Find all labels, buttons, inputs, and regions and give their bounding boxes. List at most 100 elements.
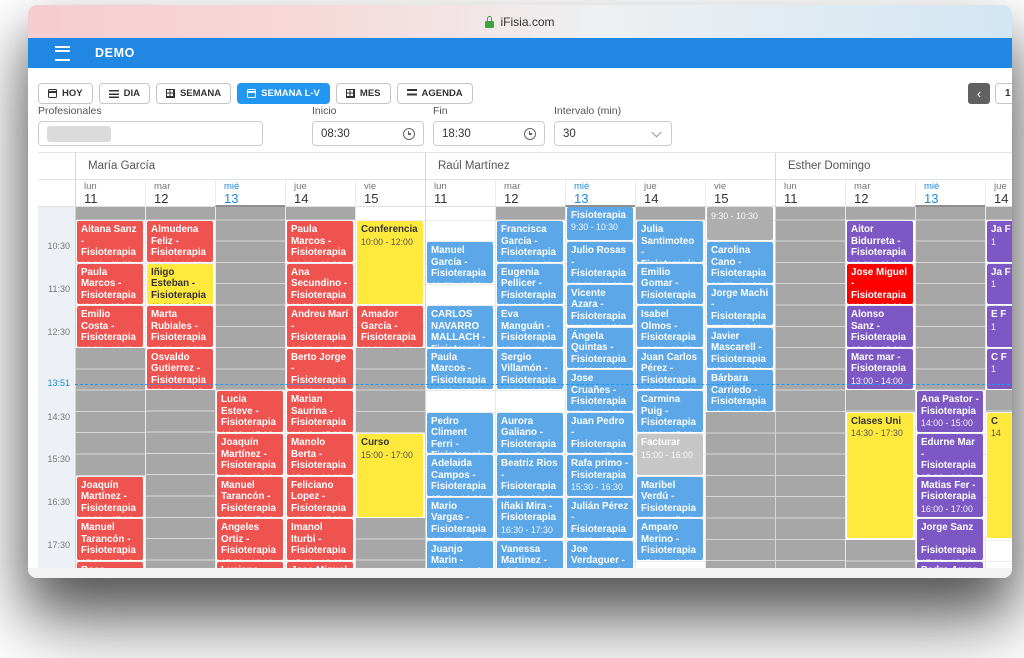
view-button-semana[interactable]: SEMANA (155, 83, 232, 104)
event[interactable]: Angeles Ortiz - Fisioterapia17:00 - 18:0… (217, 519, 283, 560)
event[interactable]: Carolina Cano - Fisioterapia10:30 - 11:3… (707, 242, 773, 283)
clock-icon[interactable] (524, 128, 536, 140)
day-header-lun-11[interactable]: lun 11 (775, 180, 845, 207)
event[interactable]: Manuel García - Fisioterapia10:30 - 11:3… (427, 242, 493, 283)
event[interactable]: 9:30 - 10:30 (707, 207, 773, 241)
event[interactable]: Manuel Tarancón - Fisioterapia17:00 - 18… (77, 519, 143, 560)
event[interactable]: Paula Marcos - Fisioterapia 10:00 - 11:00 (287, 221, 353, 262)
day-column-maría-jue[interactable]: Paula Marcos - Fisioterapia 10:00 - 11:00… (285, 207, 355, 568)
profesionales-input[interactable] (38, 121, 263, 146)
event[interactable]: Amparo Merino - Fisioterapia17:00 - 18:0… (637, 519, 703, 560)
event[interactable]: Aitana Sanz - Fisioterapia 10:00 - 11:00 (77, 221, 143, 262)
event[interactable]: Eva Manguán - Fisioterapia12:00 - 13:00 (497, 306, 563, 347)
event[interactable]: Ana Pastor - Fisioterapia 14:00 - 15:00 (917, 391, 983, 432)
day-header-mar-12[interactable]: mar 12 (495, 180, 565, 207)
event[interactable]: Andreu Marí - Fisioterapia12:00 - 13:00 (287, 306, 353, 347)
event[interactable]: Joe Verdaguer - Fisioterapia17:30 - 18:3… (567, 540, 633, 568)
event[interactable]: Julia Santimoteo - Fisioterapia10:00 - 1… (637, 221, 703, 262)
day-column-raúl-lun[interactable]: Manuel García - Fisioterapia10:30 - 11:3… (425, 207, 495, 568)
clock-icon[interactable] (403, 128, 415, 140)
event[interactable]: Jorge Sanz - Fisioterapia17:00 - 18:00 (917, 519, 983, 560)
event[interactable]: Aitor Bidurreta - Fisioterapia 10:00 - 11… (847, 221, 913, 262)
event[interactable]: Imanol Iturbi - Fisioterapia17:00 - 18:0… (287, 519, 353, 560)
day-header-vie-15[interactable]: vie 15 (705, 180, 775, 207)
day-column-maría-mar[interactable]: Almudena Feliz - Fisioterapia 10:00 - 11:… (145, 207, 215, 568)
event[interactable]: Ana Secundino - Fisioterapia11:00 - 12:0… (287, 263, 353, 305)
event[interactable]: Almudena Feliz - Fisioterapia 10:00 - 11:… (147, 221, 213, 262)
event[interactable]: Rafa primo - Fisioterapia 15:30 - 16:30 (567, 455, 633, 496)
event[interactable]: Edurne Mar - Fisioterapia 15:00 - 16:00 (917, 434, 983, 475)
hamburger-menu-icon[interactable] (55, 45, 70, 61)
address-bar[interactable]: iFisia.com (28, 5, 1012, 38)
view-button-hoy[interactable]: HOY (38, 83, 93, 104)
event[interactable]: Rosa Hernandez (77, 561, 143, 568)
day-header-mar-12[interactable]: mar 12 (845, 180, 915, 207)
next-nav-button-partial[interactable]: 1 (995, 83, 1012, 104)
day-header-vie-15[interactable]: vie 15 (355, 180, 425, 207)
event[interactable]: Amador García - Fisioterapia12:00 - 13:0… (357, 306, 423, 347)
event[interactable]: Eugenia Pellicer - Fisioterapia11:00 - 1… (497, 263, 563, 305)
event[interactable]: Ángela Quintas - Fisioterapia12:30 - 13:… (567, 327, 633, 369)
event[interactable]: Jorge Machi - Fisioterapia11:30 - 12:30 (707, 284, 773, 326)
view-button-agenda[interactable]: AGENDA (396, 83, 473, 104)
event[interactable]: Pedro Amor - (917, 561, 983, 568)
day-column-maría-vie[interactable]: Conferencia 10:00 - 12:00 Amador García - … (355, 207, 425, 568)
event[interactable]: Marc mar - Fisioterapia 13:00 - 14:00 (847, 348, 913, 390)
event[interactable]: Curso 15:00 - 17:00 (357, 434, 423, 518)
event[interactable]: Emilio Costa - Fisioterapia12:00 - 13:00 (77, 306, 143, 347)
day-header-jue-14[interactable]: jue 14 (985, 180, 1012, 207)
fin-input[interactable]: 18:30 (433, 121, 545, 146)
event[interactable]: CARLOS NAVARRO MALLACH - Fisioterapia (427, 306, 493, 347)
inicio-input[interactable]: 08:30 (312, 121, 424, 146)
day-column-raúl-jue[interactable]: Julia Santimoteo - Fisioterapia10:00 - 1… (635, 207, 705, 568)
view-button-mes[interactable]: MES (335, 83, 391, 104)
event[interactable]: Vanessa Martinez - Fisioterapia (497, 540, 563, 568)
day-column-esther-mar[interactable]: Aitor Bidurreta - Fisioterapia 10:00 - 11… (845, 207, 915, 568)
day-header-lun-11[interactable]: lun 11 (425, 180, 495, 207)
event[interactable]: Luciano Esteban (217, 561, 283, 568)
event[interactable]: Facturar 15:00 - 16:00 (637, 434, 703, 475)
day-header-mar-12[interactable]: mar 12 (145, 180, 215, 207)
day-column-esther-lun[interactable] (775, 207, 845, 568)
event[interactable]: Jose Miguel - (287, 561, 353, 568)
event[interactable]: Pedro Climent Ferri - Fisioterapia14:30 … (427, 412, 493, 454)
day-column-raúl-mié[interactable]: Fisioterapia 9:30 - 10:30 Julio Rosas - Fi… (565, 207, 635, 568)
day-header-mié-13[interactable]: mié 13 (215, 180, 285, 207)
day-column-raúl-mar[interactable]: Francisca García - Fisioterapia 10:00 - 1… (495, 207, 565, 568)
event[interactable]: Iñaki Mira - Fisioterapia 16:30 - 17:30 (497, 497, 563, 539)
event[interactable]: Francisca García - Fisioterapia 10:00 - 1… (497, 221, 563, 262)
event[interactable]: Vicente Azara - Fisioterapia11:30 - 12:3… (567, 284, 633, 326)
day-header-mié-13[interactable]: mié 13 (565, 180, 635, 207)
event[interactable]: C 14 (987, 412, 1012, 539)
event[interactable]: Marta Rubiales - Fisioterapia12:00 - 13:… (147, 306, 213, 347)
day-header-mié-13[interactable]: mié 13 (915, 180, 985, 207)
event[interactable]: Paula Marcos - Fisioterapia11:00 - 12:00 (77, 263, 143, 305)
event[interactable]: Isabel Olmos - Fisioterapia12:00 - 13:00 (637, 306, 703, 347)
intervalo-select[interactable]: 30 (554, 121, 672, 146)
day-column-esther-mié[interactable]: Ana Pastor - Fisioterapia 14:00 - 15:00 Ed… (915, 207, 985, 568)
view-button-semana-l-v[interactable]: SEMANA L-V (237, 83, 330, 104)
event[interactable]: Joaquín Martínez - Fisioterapia 15:00 - 1… (217, 434, 283, 475)
event[interactable]: Jose Miguel - Fisioterapia11:00 - 12:00 (847, 263, 913, 305)
day-header-jue-14[interactable]: jue 14 (285, 180, 355, 207)
